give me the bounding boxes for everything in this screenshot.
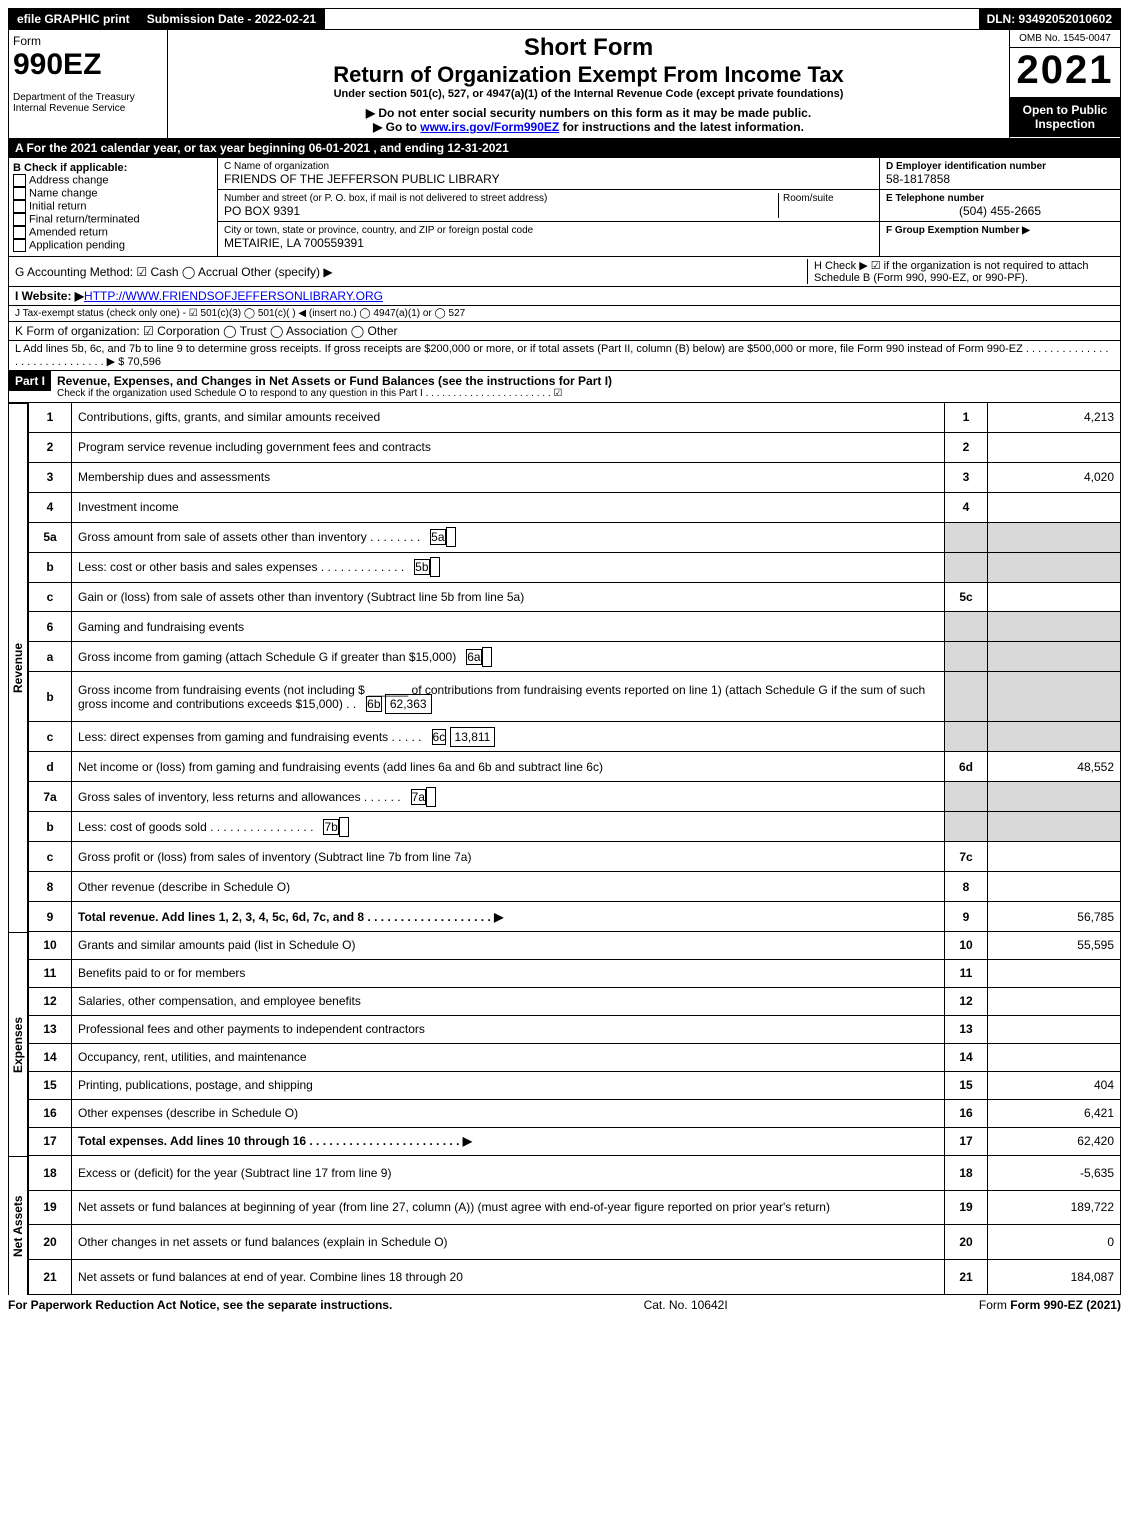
- footer-right: Form Form 990-EZ (2021): [979, 1298, 1121, 1312]
- org-name: FRIENDS OF THE JEFFERSON PUBLIC LIBRARY: [224, 172, 873, 186]
- telephone-value: (504) 455-2665: [886, 204, 1114, 218]
- footer-mid: Cat. No. 10642I: [644, 1298, 728, 1312]
- subtitle: Under section 501(c), 527, or 4947(a)(1)…: [172, 88, 1005, 100]
- footer: For Paperwork Reduction Act Notice, see …: [8, 1295, 1121, 1315]
- top-bar: efile GRAPHIC print Submission Date - 20…: [8, 8, 1121, 30]
- street-label: Number and street (or P. O. box, if mail…: [224, 193, 778, 204]
- room-label: Room/suite: [778, 193, 873, 218]
- section-d-label: D Employer identification number: [886, 161, 1114, 172]
- footer-left: For Paperwork Reduction Act Notice, see …: [8, 1298, 392, 1312]
- part-i-check: Check if the organization used Schedule …: [57, 388, 1114, 399]
- warning-1: ▶ Do not enter social security numbers o…: [172, 106, 1005, 120]
- section-f-label: F Group Exemption Number ▶: [886, 225, 1114, 236]
- website-link[interactable]: HTTP://WWW.FRIENDSOFJEFFERSONLIBRARY.ORG: [84, 289, 383, 303]
- form-label: Form: [13, 34, 163, 48]
- line-g-h: G Accounting Method: ☑ Cash ◯ Accrual Ot…: [8, 257, 1121, 287]
- line-i: I Website: ▶ HTTP://WWW.FRIENDSOFJEFFERS…: [8, 287, 1121, 306]
- part-i-title: Revenue, Expenses, and Changes in Net As…: [57, 374, 1114, 388]
- irs-label: Internal Revenue Service: [13, 103, 163, 114]
- street-value: PO BOX 9391: [224, 204, 778, 218]
- opt-address-change[interactable]: Address change: [29, 174, 109, 186]
- section-e-label: E Telephone number: [886, 193, 1114, 204]
- instructions-link[interactable]: www.irs.gov/Form990EZ: [420, 120, 559, 134]
- submission-date: Submission Date - 2022-02-21: [139, 9, 325, 29]
- line-a: A For the 2021 calendar year, or tax yea…: [8, 139, 1121, 158]
- form-header: Form 990EZ Department of the Treasury In…: [8, 30, 1121, 139]
- line-g: G Accounting Method: ☑ Cash ◯ Accrual Ot…: [15, 265, 807, 279]
- net-assets-table: 18Excess or (deficit) for the year (Subt…: [28, 1156, 1121, 1295]
- line-l: L Add lines 5b, 6c, and 7b to line 9 to …: [8, 341, 1121, 371]
- section-b-title: B Check if applicable:: [13, 162, 213, 174]
- city-label: City or town, state or province, country…: [224, 225, 873, 236]
- warning-2: ▶ Go to www.irs.gov/Form990EZ for instru…: [172, 120, 1005, 134]
- revenue-label: Revenue: [8, 403, 28, 932]
- info-grid: B Check if applicable: Address change Na…: [8, 158, 1121, 257]
- open-to-public: Open to Public Inspection: [1010, 97, 1120, 137]
- net-assets-label: Net Assets: [8, 1156, 28, 1295]
- expenses-table: 10Grants and similar amounts paid (list …: [28, 932, 1121, 1156]
- line-k: K Form of organization: ☑ Corporation ◯ …: [8, 322, 1121, 341]
- revenue-table: 1Contributions, gifts, grants, and simil…: [28, 403, 1121, 932]
- part-i-header: Part I: [9, 371, 51, 391]
- main-title: Return of Organization Exempt From Incom…: [172, 62, 1005, 88]
- line-j: J Tax-exempt status (check only one) - ☑…: [8, 306, 1121, 322]
- omb-number: OMB No. 1545-0047: [1010, 30, 1120, 48]
- opt-final-return[interactable]: Final return/terminated: [29, 213, 140, 225]
- short-form-title: Short Form: [172, 34, 1005, 62]
- opt-application-pending[interactable]: Application pending: [29, 239, 125, 251]
- line-h: H Check ▶ ☑ if the organization is not r…: [807, 259, 1114, 284]
- expenses-label: Expenses: [8, 932, 28, 1156]
- opt-initial-return[interactable]: Initial return: [29, 200, 86, 212]
- form-number: 990EZ: [13, 48, 163, 82]
- section-c-label: C Name of organization: [224, 161, 873, 172]
- dept-label: Department of the Treasury: [13, 92, 163, 103]
- efile-print[interactable]: efile GRAPHIC print: [9, 9, 139, 29]
- ein-value: 58-1817858: [886, 172, 1114, 186]
- tax-year: 2021: [1010, 48, 1120, 93]
- opt-amended-return[interactable]: Amended return: [29, 226, 108, 238]
- opt-name-change[interactable]: Name change: [29, 187, 98, 199]
- city-value: METAIRIE, LA 700559391: [224, 236, 873, 250]
- dln: DLN: 93492052010602: [979, 9, 1120, 29]
